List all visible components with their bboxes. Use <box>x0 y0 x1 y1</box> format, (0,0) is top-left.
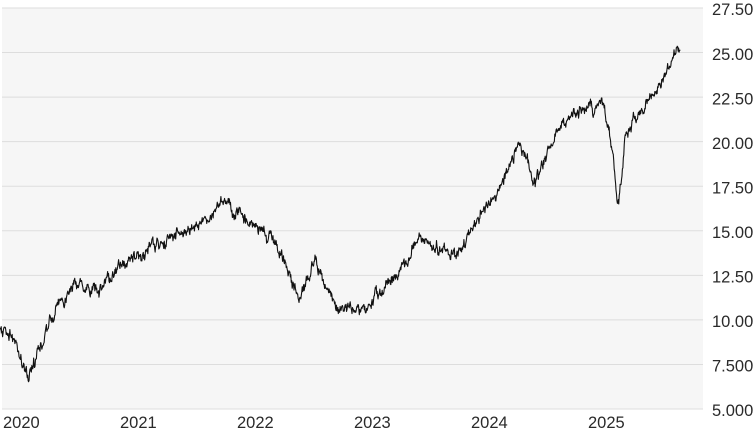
svg-text:5.000: 5.000 <box>712 402 753 420</box>
svg-text:12.500: 12.500 <box>712 269 753 287</box>
svg-text:10.000: 10.000 <box>712 313 753 331</box>
svg-text:25.000: 25.000 <box>712 46 753 64</box>
svg-text:2025: 2025 <box>588 414 625 430</box>
svg-text:2022: 2022 <box>237 414 274 430</box>
svg-text:17.500: 17.500 <box>712 179 753 197</box>
svg-text:7.500: 7.500 <box>712 358 753 376</box>
svg-text:2023: 2023 <box>354 414 391 430</box>
svg-text:2020: 2020 <box>3 414 40 430</box>
svg-text:2021: 2021 <box>120 414 157 430</box>
svg-text:20.000: 20.000 <box>712 135 753 153</box>
svg-text:2024: 2024 <box>471 414 508 430</box>
svg-text:22.500: 22.500 <box>712 90 753 108</box>
svg-text:15.000: 15.000 <box>712 224 753 242</box>
svg-text:27.500: 27.500 <box>712 1 753 19</box>
